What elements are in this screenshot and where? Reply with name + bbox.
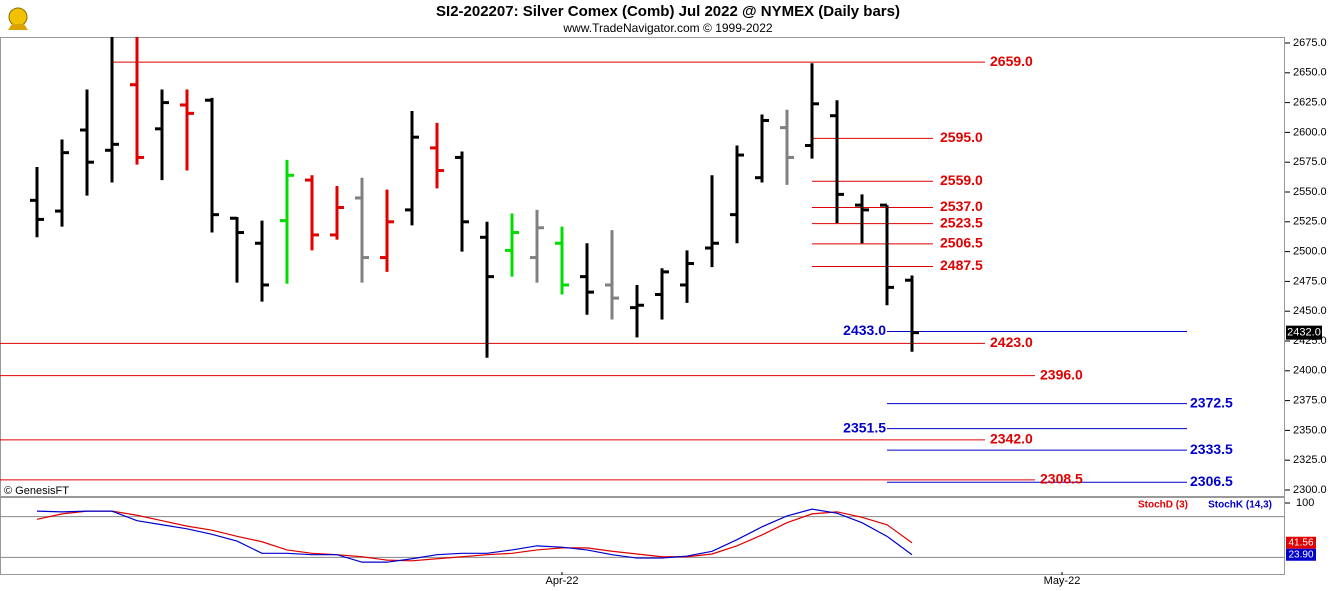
level-label: 2595.0 [940, 129, 983, 145]
level-label: 2308.5 [1040, 471, 1083, 487]
y-tick-label: 2325.0 [1293, 454, 1327, 466]
level-label: 2351.5 [843, 419, 886, 435]
last-value-box [1286, 536, 1316, 549]
price-panel-frame [0, 37, 1285, 497]
x-tick-label: May-22 [1044, 575, 1081, 587]
level-label: 2396.0 [1040, 366, 1083, 382]
last-value-label: 41.56 [1288, 537, 1313, 548]
y-tick-label: 2500.0 [1293, 246, 1327, 258]
y-tick-label: 2600.0 [1293, 126, 1327, 138]
level-label: 2559.0 [940, 172, 983, 188]
last-value-box [1286, 548, 1316, 561]
level-label: 2306.5 [1190, 473, 1233, 489]
level-label: 2487.5 [940, 257, 983, 273]
level-label: 2659.0 [990, 53, 1033, 69]
y-tick-label: 2625.0 [1293, 97, 1327, 109]
chart-subtitle: www.TradeNavigator.com © 1999-2022 [562, 21, 772, 35]
level-label: 2342.0 [990, 431, 1033, 447]
y-tick-label: 2525.0 [1293, 216, 1327, 228]
y-tick-label: 2400.0 [1293, 365, 1327, 377]
y-tick-label: 2375.0 [1293, 395, 1327, 407]
legend-entry: StochD (3) [1138, 500, 1188, 511]
last-price-box [1286, 325, 1322, 340]
logo [8, 7, 28, 30]
level-label: 2506.5 [940, 235, 983, 251]
stoch-panel-frame [0, 497, 1285, 575]
y-tick-label: 2350.0 [1293, 424, 1327, 436]
x-tick-label: Apr-22 [545, 575, 578, 587]
stoch-line [36, 508, 913, 563]
stoch-line [36, 510, 913, 562]
stoch-plot [0, 508, 1285, 563]
y-tick-label: 2675.0 [1293, 37, 1327, 49]
level-label: 2537.0 [940, 198, 983, 214]
y-tick-label: 100 [1296, 497, 1314, 509]
last-value-label: 23.90 [1288, 549, 1313, 560]
y-tick-label: 2550.0 [1293, 186, 1327, 198]
y-tick-label: 2475.0 [1293, 275, 1327, 287]
level-label: 2433.0 [843, 322, 886, 338]
watermark: © GenesisFT [4, 485, 69, 497]
y-tick-label: 2300.0 [1293, 484, 1327, 496]
y-tick-label: 2650.0 [1293, 67, 1327, 79]
price-plot [0, 37, 1187, 483]
chart-title: SI2-202207: Silver Comex (Comb) Jul 2022… [436, 3, 900, 20]
level-label: 2423.0 [990, 334, 1033, 350]
level-label: 2523.5 [940, 214, 983, 230]
y-tick-label: 2450.0 [1293, 305, 1327, 317]
level-label: 2333.5 [1190, 441, 1233, 457]
y-tick-label: 2575.0 [1293, 156, 1327, 168]
level-label: 2372.5 [1190, 394, 1233, 410]
last-price-label: 2432.0 [1287, 327, 1321, 339]
legend-entry: StochK (14,3) [1208, 500, 1272, 511]
